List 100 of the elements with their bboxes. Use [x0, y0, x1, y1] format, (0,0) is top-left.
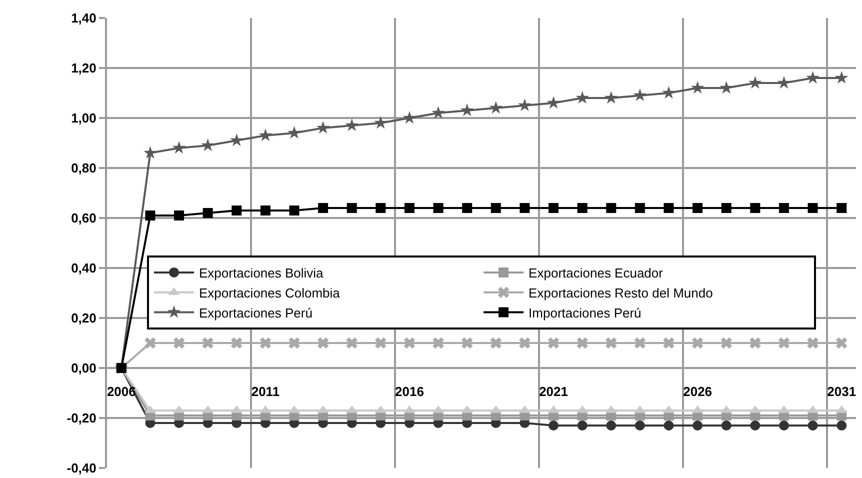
y-tick-label: 1,20 [71, 60, 96, 76]
point [548, 337, 560, 349]
point [576, 337, 588, 349]
point [173, 337, 185, 349]
point [692, 420, 703, 430]
point [288, 126, 301, 139]
point [376, 203, 386, 213]
point [750, 337, 761, 349]
point [144, 337, 156, 349]
point [836, 420, 847, 430]
point [720, 337, 732, 349]
point [172, 141, 186, 154]
point [836, 203, 847, 213]
point [432, 106, 445, 119]
point [317, 337, 329, 349]
point [346, 337, 358, 349]
point [375, 337, 386, 349]
point [692, 337, 704, 349]
point [605, 337, 617, 349]
point [808, 203, 818, 213]
point [633, 88, 647, 102]
point [778, 203, 789, 213]
y-tick-label: -0,20 [66, 410, 96, 426]
point [634, 420, 645, 430]
point [548, 420, 559, 430]
point [402, 111, 416, 124]
point [750, 420, 760, 430]
point [490, 337, 502, 349]
point [634, 203, 645, 213]
point [316, 121, 330, 134]
x-tick-label: 2031 [827, 384, 856, 399]
point [260, 206, 270, 216]
point [664, 420, 674, 430]
point [604, 91, 618, 104]
point [289, 206, 300, 216]
point [462, 203, 472, 213]
point [664, 203, 674, 213]
point [721, 420, 732, 430]
y-tick-label: 0,00 [71, 360, 96, 376]
point [748, 76, 762, 89]
point [692, 203, 703, 213]
point [404, 203, 414, 213]
point [546, 96, 560, 109]
point [777, 76, 791, 89]
point [576, 91, 589, 104]
x-tick-label: 2011 [251, 384, 280, 399]
point [721, 203, 732, 213]
point [662, 86, 676, 99]
point [230, 134, 244, 146]
y-tick-label: 1,00 [71, 110, 96, 126]
y-tick-label: 0,20 [71, 310, 96, 326]
x-tick-label: 2021 [539, 384, 568, 399]
point [202, 208, 213, 218]
point [807, 337, 818, 349]
point [432, 337, 444, 349]
point [258, 128, 272, 142]
point [145, 210, 156, 220]
y-tick-label: 0,40 [71, 260, 96, 276]
legend-label: Exportaciones Perú [199, 305, 312, 320]
legend-label: Exportaciones Colombia [199, 285, 341, 300]
point [201, 138, 214, 152]
point [520, 203, 530, 213]
legend-label: Exportaciones Bolivia [199, 266, 324, 281]
point [518, 98, 532, 112]
point [750, 203, 760, 213]
point [778, 337, 790, 349]
point [461, 337, 473, 349]
point [806, 71, 820, 84]
x-tick-label: 2016 [395, 384, 424, 399]
y-tick-label: 0,80 [71, 160, 96, 176]
point [318, 203, 328, 213]
point [690, 81, 704, 94]
point [345, 118, 359, 132]
point [634, 337, 646, 349]
point [720, 81, 734, 94]
point [460, 104, 474, 116]
point [778, 420, 789, 430]
point [606, 420, 616, 430]
point [606, 203, 616, 213]
point [346, 203, 357, 213]
point [404, 337, 416, 349]
point [174, 210, 184, 220]
point [548, 203, 559, 213]
point [202, 337, 214, 349]
point [144, 146, 157, 159]
point [577, 203, 588, 213]
point [374, 116, 388, 129]
point [577, 420, 588, 430]
point [808, 420, 818, 430]
point [232, 206, 242, 216]
point [230, 337, 242, 349]
point [836, 337, 848, 349]
legend-label: Exportaciones Resto del Mundo [528, 285, 713, 300]
point [433, 203, 444, 213]
point [834, 71, 848, 84]
legend-label: Exportaciones Ecuador [528, 266, 664, 281]
point [260, 337, 272, 349]
point [490, 203, 501, 213]
point [288, 337, 300, 349]
point [489, 101, 503, 114]
